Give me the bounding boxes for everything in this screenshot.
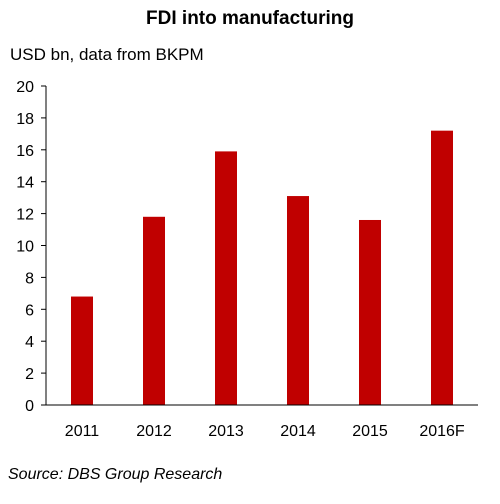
bar-2012 <box>143 216 165 405</box>
x-tick-label: 2012 <box>136 423 172 440</box>
bar-2015 <box>359 219 381 405</box>
bar-2014 <box>287 196 309 405</box>
y-tick-label: 12 <box>16 207 34 224</box>
x-tick-label: 2013 <box>208 423 244 440</box>
x-tick-label: 2014 <box>280 423 316 440</box>
x-tick-label: 2015 <box>352 423 388 440</box>
y-tick-label: 4 <box>25 334 34 351</box>
y-tick-label: 18 <box>16 111 34 128</box>
chart-subtitle: USD bn, data from BKPM <box>10 45 204 64</box>
bars <box>71 130 453 405</box>
y-axis: 0 2 4 6 8 10 12 14 16 18 20 <box>16 79 47 415</box>
bar-2011 <box>71 296 93 405</box>
y-tick-label: 14 <box>16 175 34 192</box>
y-tick-label: 2 <box>25 366 34 383</box>
x-tick-label: 2016F <box>419 423 465 440</box>
x-tick-label: 2011 <box>65 423 100 440</box>
y-tick-label: 8 <box>25 270 34 287</box>
y-tick-label: 10 <box>16 239 34 256</box>
bar-2016F <box>431 130 453 405</box>
y-tick-label: 6 <box>25 302 34 319</box>
bar-2013 <box>215 151 237 405</box>
x-axis: 2011 2012 2013 2014 2015 2016F <box>46 404 478 440</box>
y-tick-label: 16 <box>16 143 34 160</box>
chart-title: FDI into manufacturing <box>146 8 354 29</box>
y-tick-label: 20 <box>16 79 34 96</box>
source-note: Source: DBS Group Research <box>8 466 223 483</box>
y-tick-label: 0 <box>25 398 34 415</box>
